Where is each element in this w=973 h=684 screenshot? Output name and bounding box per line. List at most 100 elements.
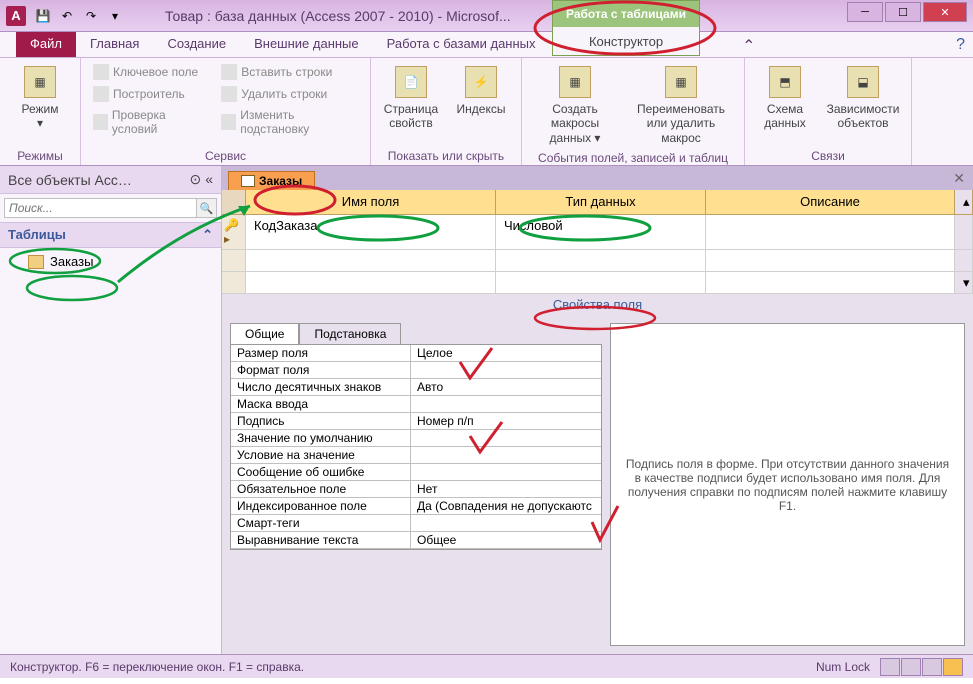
property-value[interactable] [411,515,601,531]
view-button[interactable]: ▦ Режим▾ [8,62,72,135]
property-value[interactable]: Нет [411,481,601,497]
nav-search: 🔍 [0,194,221,222]
help-icon[interactable]: ? [948,32,973,57]
grid-row[interactable] [222,250,973,272]
close-tab-icon[interactable]: ✕ [953,170,965,187]
relationships-button[interactable]: ⬒Схема данных [753,62,817,135]
primary-key-indicator[interactable]: 🔑▸ [222,215,246,249]
property-name: Размер поля [231,345,411,361]
ribbon-group-events: ▦Создать макросы данных ▾ ▦Переименовать… [522,58,745,165]
scroll-down-button[interactable]: ▾ [955,272,973,293]
grid-row[interactable]: ▾ [222,272,973,294]
dropdown-icon[interactable]: ⊙ [189,171,201,188]
scroll-up-button[interactable]: ▴ [955,190,973,214]
datasheet-view-button[interactable] [880,658,900,676]
property-row[interactable]: Условие на значение [231,447,601,464]
modify-lookup-button[interactable]: Изменить подстановку [217,106,362,138]
ribbon-minimize-icon[interactable]: ⌃ [734,32,763,57]
property-value[interactable]: Авто [411,379,601,395]
doc-tab-orders[interactable]: Заказы [228,171,315,190]
minimize-button[interactable]: ─ [847,2,883,22]
app-icon[interactable]: A [6,6,26,26]
redo-icon[interactable]: ↷ [80,5,102,27]
property-row[interactable]: Значение по умолчанию [231,430,601,447]
property-value[interactable] [411,430,601,446]
pivot-view-button[interactable] [901,658,921,676]
rename-icon: ▦ [665,66,697,98]
property-value[interactable]: Да (Совпадения не допускаютс [411,498,601,514]
tab-constructor[interactable]: Конструктор [553,27,699,55]
property-row[interactable]: Обязательное полеНет [231,481,601,498]
chart-view-button[interactable] [922,658,942,676]
search-input[interactable] [4,198,197,218]
property-row[interactable]: Маска ввода [231,396,601,413]
nav-header[interactable]: Все объекты Acc… ⊙« [0,166,221,194]
field-name-cell[interactable]: КодЗаказа [246,215,496,249]
numlock-indicator: Num Lock [816,660,870,674]
scrollbar[interactable] [955,215,973,249]
nav-item-orders[interactable]: Заказы [0,248,221,275]
tab-create[interactable]: Создание [153,32,240,57]
builder-button[interactable]: Построитель [89,84,211,104]
view-switcher [880,658,963,676]
builder-icon [93,86,109,102]
close-button[interactable]: ✕ [923,2,967,22]
property-sheet-button[interactable]: 📄Страница свойств [379,62,443,135]
ribbon-group-tools: Ключевое поле Построитель Проверка услов… [81,58,371,165]
property-row[interactable]: Размер поляЦелое [231,345,601,362]
delete-rows-button[interactable]: Удалить строки [217,84,362,104]
grid-row[interactable]: 🔑▸ КодЗаказа Числовой [222,215,973,250]
field-properties-label: Свойства поля [222,294,973,315]
main-area: Все объекты Acc… ⊙« 🔍 Таблицы⌃ Заказы За… [0,166,973,654]
property-row[interactable]: Смарт-теги [231,515,601,532]
tab-database[interactable]: Работа с базами данных [373,32,550,57]
tab-file[interactable]: Файл [16,32,76,57]
col-description: Описание [706,190,955,214]
property-value[interactable] [411,464,601,480]
collapse-icon[interactable]: « [205,171,213,188]
indexes-button[interactable]: ⚡Индексы [449,62,513,120]
property-name: Число десятичных знаков [231,379,411,395]
search-icon[interactable]: 🔍 [197,198,217,218]
primary-key-button[interactable]: Ключевое поле [89,62,211,82]
design-view-button[interactable] [943,658,963,676]
tab-home[interactable]: Главная [76,32,153,57]
dependencies-button[interactable]: ⬓Зависимости объектов [823,62,903,135]
tab-general[interactable]: Общие [230,323,299,344]
property-value[interactable]: Целое [411,345,601,361]
property-row[interactable]: Выравнивание текстаОбщее [231,532,601,549]
property-row[interactable]: Индексированное полеДа (Совпадения не до… [231,498,601,515]
data-type-cell[interactable]: Числовой [496,215,706,249]
qat-more-icon[interactable]: ▾ [104,5,126,27]
nav-section-tables[interactable]: Таблицы⌃ [0,222,221,248]
property-value[interactable]: Общее [411,532,601,548]
indexes-icon: ⚡ [465,66,497,98]
statusbar: Конструктор. F6 = переключение окон. F1 … [0,654,973,678]
property-row[interactable]: ПодписьНомер п/п [231,413,601,430]
save-icon[interactable]: 💾 [32,5,54,27]
quick-access-toolbar: 💾 ↶ ↷ ▾ [32,5,126,27]
check-icon [93,114,108,130]
property-row[interactable]: Формат поля [231,362,601,379]
property-value[interactable] [411,447,601,463]
property-value[interactable]: Номер п/п [411,413,601,429]
design-grid: Имя поля Тип данных Описание ▴ 🔑▸ КодЗак… [222,190,973,294]
property-row[interactable]: Число десятичных знаковАвто [231,379,601,396]
key-icon [93,64,109,80]
rename-delete-macro-button[interactable]: ▦Переименовать или удалить макрос [626,62,736,149]
tab-external[interactable]: Внешние данные [240,32,373,57]
tab-lookup[interactable]: Подстановка [299,323,401,344]
property-value[interactable] [411,396,601,412]
description-cell[interactable] [706,215,955,249]
undo-icon[interactable]: ↶ [56,5,78,27]
insert-rows-button[interactable]: Вставить строки [217,62,362,82]
maximize-button[interactable]: ☐ [885,2,921,22]
property-value[interactable] [411,362,601,378]
status-text: Конструктор. F6 = переключение окон. F1 … [10,660,304,674]
property-row[interactable]: Сообщение об ошибке [231,464,601,481]
test-rules-button[interactable]: Проверка условий [89,106,211,138]
create-macros-button[interactable]: ▦Создать макросы данных ▾ [530,62,620,149]
property-name: Формат поля [231,362,411,378]
context-tab-label: Работа с таблицами [566,7,686,21]
property-name: Индексированное поле [231,498,411,514]
